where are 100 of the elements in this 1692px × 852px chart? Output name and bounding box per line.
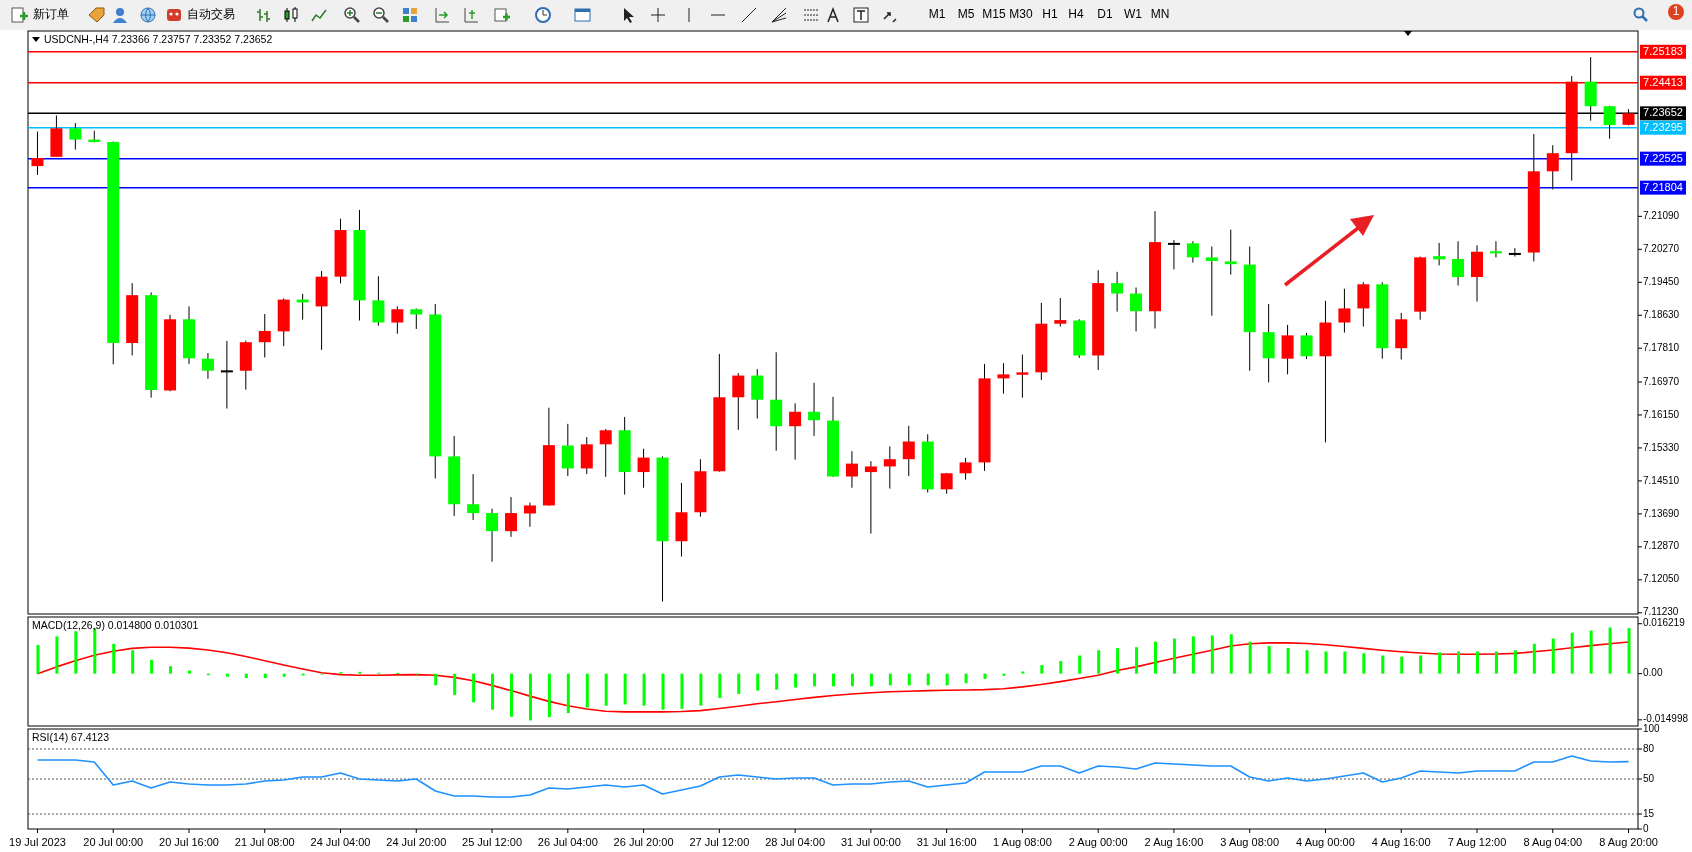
y-tick-label: 7.11230 xyxy=(1643,606,1679,618)
bar xyxy=(1097,650,1101,674)
x-tick-label: 26 Jul 04:00 xyxy=(537,835,598,848)
candlestick xyxy=(258,313,271,358)
candlestick xyxy=(959,457,972,481)
bar xyxy=(528,673,532,721)
bar xyxy=(1381,655,1385,674)
bar xyxy=(510,673,513,717)
text: H1 xyxy=(1042,7,1058,22)
x-tick-label: 1 Aug 08:00 xyxy=(993,835,1052,848)
y-tick-label: 0 xyxy=(1643,822,1649,834)
x-tick-label: 25 Jul 12:00 xyxy=(462,835,523,848)
y-tick-label: 7.15330 xyxy=(1643,441,1680,453)
bar xyxy=(491,673,495,710)
bar xyxy=(813,673,817,687)
line-series xyxy=(36,755,1630,798)
x-tick-label: 8 Aug 04:00 xyxy=(1523,835,1583,848)
bar xyxy=(680,673,684,709)
y-tick-label: 7.16970 xyxy=(1643,375,1680,387)
bar xyxy=(263,673,267,678)
y-tick-label: -0.014998 xyxy=(1643,713,1689,725)
bar xyxy=(775,673,779,690)
bar xyxy=(453,673,457,695)
ref-line-label: 7.23652 xyxy=(1643,106,1683,119)
candlestick xyxy=(1489,240,1502,258)
y-tick-label: 7.16150 xyxy=(1643,408,1680,420)
bar xyxy=(1248,641,1252,674)
x-tick-label: 4 Aug 00:00 xyxy=(1296,835,1355,848)
y-tick-label: 80 xyxy=(1643,742,1655,754)
candlestick xyxy=(220,340,233,410)
candlestick xyxy=(31,131,44,176)
candlestick xyxy=(883,445,896,490)
candlestick xyxy=(1452,240,1465,287)
bar xyxy=(850,673,854,687)
text: M30 xyxy=(1009,7,1033,22)
y-tick-label: 50 xyxy=(1643,772,1655,784)
bar xyxy=(983,673,987,679)
y-tick-label: 7.14510 xyxy=(1643,474,1680,486)
bar xyxy=(1589,630,1593,674)
candlestick xyxy=(599,428,612,478)
bar xyxy=(1116,648,1120,674)
candlestick xyxy=(561,423,574,477)
bar xyxy=(1002,673,1006,676)
text: 自动交易 xyxy=(187,7,235,22)
bar xyxy=(832,673,835,687)
bar xyxy=(282,673,286,677)
candlestick xyxy=(637,448,650,489)
bar xyxy=(1532,643,1536,674)
candlestick xyxy=(789,402,802,461)
bar xyxy=(1135,647,1139,674)
bar xyxy=(1400,656,1404,674)
bar xyxy=(1305,650,1309,674)
x-tick-label: 27 Jul 12:00 xyxy=(689,835,750,848)
bar xyxy=(547,673,551,718)
candlestick xyxy=(1167,239,1180,270)
text: H4 xyxy=(1068,7,1084,22)
candlestick xyxy=(1054,297,1067,328)
x-tick-label: 2 Aug 00:00 xyxy=(1068,835,1128,848)
candlestick xyxy=(505,496,517,538)
bar xyxy=(1191,636,1195,674)
bar xyxy=(131,650,135,674)
candlestick xyxy=(902,425,915,477)
candlestick xyxy=(1224,229,1237,276)
bar xyxy=(945,673,949,686)
x-tick-label: 20 Jul 00:00 xyxy=(83,835,144,848)
bar xyxy=(737,673,741,694)
x-tick-label: 4 Aug 16:00 xyxy=(1371,835,1431,848)
candlestick xyxy=(69,122,82,151)
bar xyxy=(1627,628,1631,674)
bar xyxy=(756,673,760,691)
bar xyxy=(926,673,930,686)
bar xyxy=(907,673,911,686)
y-tick-label: 0.00 xyxy=(1643,667,1663,679)
candlestick xyxy=(1433,242,1446,266)
x-tick-label: 31 Jul 16:00 xyxy=(916,835,977,848)
candlestick xyxy=(1300,332,1313,360)
bar xyxy=(1267,645,1271,674)
candlestick xyxy=(1281,324,1294,375)
candlestick xyxy=(1508,247,1521,258)
y-tick-label: 7.12050 xyxy=(1643,573,1680,585)
x-tick-label: 26 Jul 20:00 xyxy=(613,835,674,848)
bar xyxy=(1154,641,1157,674)
ref-line-label: 7.22525 xyxy=(1643,151,1683,164)
candlestick xyxy=(808,382,821,437)
text: M1 xyxy=(928,7,946,22)
ref-line-label: 7.25183 xyxy=(1643,44,1683,57)
candlestick xyxy=(1338,288,1351,334)
bar xyxy=(585,673,589,708)
bar xyxy=(699,673,703,706)
y-tick-label: 7.20270 xyxy=(1643,242,1680,254)
candlestick xyxy=(467,473,480,521)
candlestick xyxy=(486,508,499,563)
text: 新订单 xyxy=(33,7,69,22)
bar xyxy=(434,673,438,686)
bar xyxy=(1210,635,1214,674)
bar xyxy=(1286,648,1290,674)
text: 1 xyxy=(1672,4,1680,19)
bar xyxy=(1078,655,1082,674)
bar xyxy=(1021,671,1025,674)
bar xyxy=(1494,651,1498,674)
